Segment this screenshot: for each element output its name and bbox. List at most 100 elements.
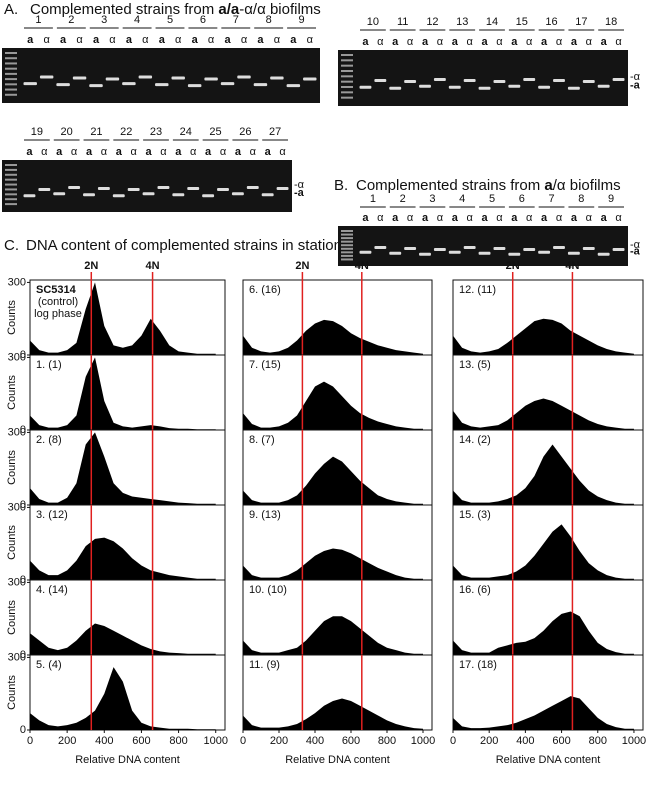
panel-title: 11. (9) — [249, 659, 280, 671]
gel-band — [553, 79, 565, 82]
gel-band — [582, 247, 595, 250]
x-tick-label: 1000 — [203, 735, 227, 747]
y-tick-label: 0 — [20, 574, 26, 586]
y-tick-label: 300 — [8, 426, 26, 438]
gel-band — [359, 85, 372, 89]
ladder-band — [341, 86, 353, 88]
gel-band — [270, 76, 284, 80]
lane-label: a — [422, 212, 429, 224]
gel-band — [523, 248, 536, 251]
lane-label: α — [556, 212, 563, 224]
ladder-band — [5, 164, 17, 166]
y-axis-label: Counts — [6, 525, 18, 560]
gel-band — [23, 194, 36, 198]
y-tick-label: 300 — [8, 651, 26, 663]
lane-label: a — [145, 146, 152, 158]
strain-label: 8 — [578, 193, 584, 205]
y-tick-label: 0 — [20, 649, 26, 661]
gel-band — [582, 80, 595, 83]
lane-label: a — [392, 212, 399, 224]
histogram-area — [243, 381, 423, 430]
lane-label: α — [41, 146, 48, 158]
ladder-band — [341, 91, 353, 94]
gel-band — [493, 247, 506, 250]
ladder-band — [5, 188, 17, 191]
panel-annotation: log phase — [34, 308, 82, 320]
gel-band — [404, 80, 417, 83]
y-tick-label: 0 — [20, 724, 26, 736]
ladder-band — [341, 64, 353, 67]
gel-band — [142, 192, 155, 196]
lane-label: a — [257, 34, 264, 46]
strain-label: 2 — [400, 193, 406, 205]
strain-label: 17 — [575, 16, 587, 28]
panel-title: 8. (7) — [249, 434, 275, 446]
title-part: a/a — [218, 1, 240, 18]
title-part: a — [544, 177, 553, 194]
gel-band — [478, 86, 491, 90]
panel-title: 7. (15) — [249, 359, 281, 371]
strain-label: 6 — [200, 14, 206, 26]
panel-title: SC5314 — [36, 284, 77, 296]
strain-label: 9 — [298, 14, 304, 26]
lane-label: α — [241, 34, 248, 46]
strain-label: 7 — [233, 14, 239, 26]
lane-label: a — [601, 36, 608, 48]
gel-band — [53, 192, 66, 196]
histogram-area — [453, 696, 634, 730]
lane-label: α — [160, 146, 167, 158]
lane-label: α — [208, 34, 215, 46]
strain-label: 14 — [486, 16, 498, 28]
band-label: -α — [630, 239, 641, 251]
lane-label: α — [437, 36, 444, 48]
gel-band — [138, 75, 153, 79]
gel-band — [122, 82, 136, 86]
lane-label: α — [190, 146, 197, 158]
lane-label: α — [175, 34, 182, 46]
lane-label: α — [76, 34, 83, 46]
panel-title: DNA content of complemented strains in s… — [26, 237, 408, 254]
panel-title: 6. (16) — [249, 284, 281, 296]
gel-band — [463, 246, 476, 249]
gel-band — [538, 250, 551, 254]
lane-label: a — [224, 34, 231, 46]
lane-label: α — [71, 146, 78, 158]
y-tick-label: 300 — [8, 276, 26, 288]
ladder-band — [341, 59, 353, 62]
lane-label: α — [407, 36, 414, 48]
ladder-band — [5, 198, 17, 201]
gel-band — [612, 248, 625, 251]
ladder-band — [341, 75, 353, 78]
x-tick-label: 800 — [169, 735, 187, 747]
gel-band — [478, 251, 491, 255]
gel-band — [237, 75, 251, 79]
strain-label: 1 — [370, 193, 376, 205]
lane-label: a — [601, 212, 608, 224]
strain-label: 15 — [516, 16, 528, 28]
title-part: -α/α biofilms — [239, 1, 321, 18]
strain-label: 23 — [150, 126, 162, 138]
gel-band — [419, 252, 431, 256]
y-axis-label: Counts — [6, 450, 18, 485]
gel-band — [374, 246, 387, 249]
gel-band — [463, 79, 476, 82]
ladder-band — [5, 88, 17, 91]
strain-label: 16 — [545, 16, 557, 28]
gel — [2, 48, 320, 103]
lane-label: α — [466, 36, 473, 48]
gel-band — [374, 79, 387, 82]
gel-band — [83, 193, 95, 197]
gel-band — [187, 84, 202, 88]
strain-label: 6 — [519, 193, 525, 205]
gel — [2, 160, 292, 212]
ladder-band — [5, 57, 17, 60]
gel-band — [389, 86, 402, 90]
histogram-area — [243, 548, 423, 580]
gel-band — [276, 187, 289, 190]
ladder-band — [5, 52, 17, 54]
lane-label: α — [101, 146, 108, 158]
ladder-band — [5, 183, 17, 186]
lane-label: α — [279, 146, 286, 158]
gel-band — [261, 193, 274, 197]
